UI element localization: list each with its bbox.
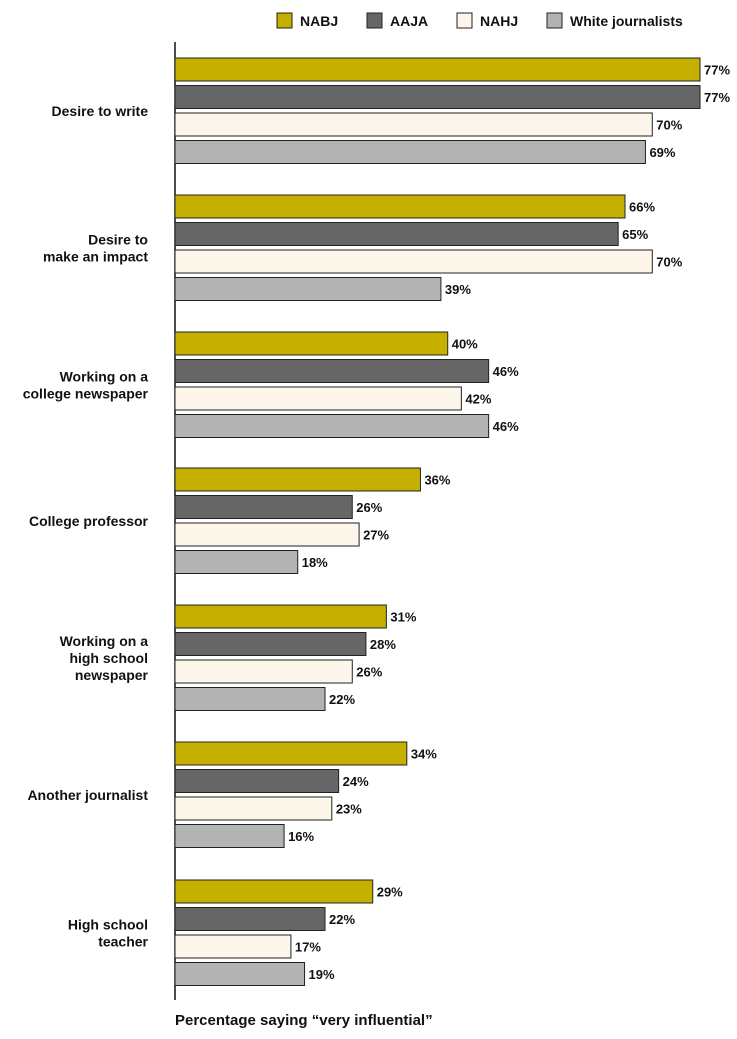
data-label: 70% [656, 255, 682, 270]
bar [174, 85, 701, 109]
bar [174, 331, 449, 356]
data-label: 36% [424, 473, 450, 488]
bar [174, 962, 306, 986]
data-label: 46% [493, 419, 519, 434]
data-label: 27% [363, 528, 389, 543]
bar [174, 222, 619, 246]
legend-swatch-0 [276, 12, 293, 29]
bar [174, 796, 333, 821]
category-label: make an impact [43, 248, 148, 264]
data-label: 42% [465, 392, 491, 407]
bar [174, 386, 462, 411]
category-label: Working on a [60, 633, 149, 649]
data-label: 70% [656, 118, 682, 133]
bar [174, 604, 387, 629]
bar [174, 57, 701, 82]
bar [174, 277, 442, 301]
bar [174, 112, 653, 137]
bar [174, 249, 653, 274]
bar [174, 824, 285, 848]
category-label: Desire to write [52, 103, 149, 119]
category-label: College professor [29, 513, 149, 529]
bar [174, 769, 340, 793]
category-label: high school [69, 650, 148, 666]
bar [174, 359, 490, 383]
category-label: Another journalist [27, 787, 148, 803]
data-label: 26% [356, 665, 382, 680]
bar [174, 879, 374, 904]
data-label: 18% [302, 555, 328, 570]
legend-label-2: NAHJ [480, 13, 518, 29]
category-label: newspaper [75, 667, 149, 683]
data-label: 69% [649, 145, 675, 160]
data-label: 65% [622, 227, 648, 242]
category-label: Working on a [60, 368, 149, 384]
data-label: 39% [445, 282, 471, 297]
data-label: 22% [329, 692, 355, 707]
data-label: 34% [411, 747, 437, 762]
bar [174, 194, 626, 219]
data-label: 22% [329, 912, 355, 927]
data-label: 23% [336, 802, 362, 817]
bar [174, 550, 299, 574]
bar [174, 687, 326, 711]
data-label: 19% [309, 967, 335, 982]
data-label: 24% [343, 774, 369, 789]
legend-swatch-2 [456, 12, 473, 29]
bar [174, 140, 646, 164]
data-label: 29% [377, 885, 403, 900]
legend-label-0: NABJ [300, 13, 338, 29]
x-axis-title: Percentage saying “very influential” [175, 1012, 433, 1029]
data-label: 17% [295, 940, 321, 955]
legend-label-1: AAJA [390, 13, 428, 29]
data-label: 28% [370, 637, 396, 652]
data-label: 26% [356, 500, 382, 515]
data-label: 77% [704, 63, 730, 78]
bar [174, 522, 360, 547]
bar [174, 467, 421, 492]
bar [174, 741, 408, 766]
bar [174, 934, 292, 959]
bar [174, 632, 367, 656]
bar [174, 659, 353, 684]
bar [174, 907, 326, 931]
data-label: 40% [452, 337, 478, 352]
category-label: teacher [98, 933, 148, 949]
bar [174, 495, 353, 519]
bar [174, 414, 490, 438]
category-label: High school [68, 916, 148, 932]
legend-label-3: White journalists [570, 13, 683, 29]
legend-swatch-1 [366, 12, 383, 29]
data-label: 66% [629, 200, 655, 215]
data-label: 16% [288, 829, 314, 844]
data-label: 46% [493, 364, 519, 379]
data-label: 31% [390, 610, 416, 625]
data-label: 77% [704, 90, 730, 105]
legend-swatch-3 [546, 12, 563, 29]
category-label: Desire to [88, 231, 148, 247]
category-label: college newspaper [23, 385, 149, 401]
